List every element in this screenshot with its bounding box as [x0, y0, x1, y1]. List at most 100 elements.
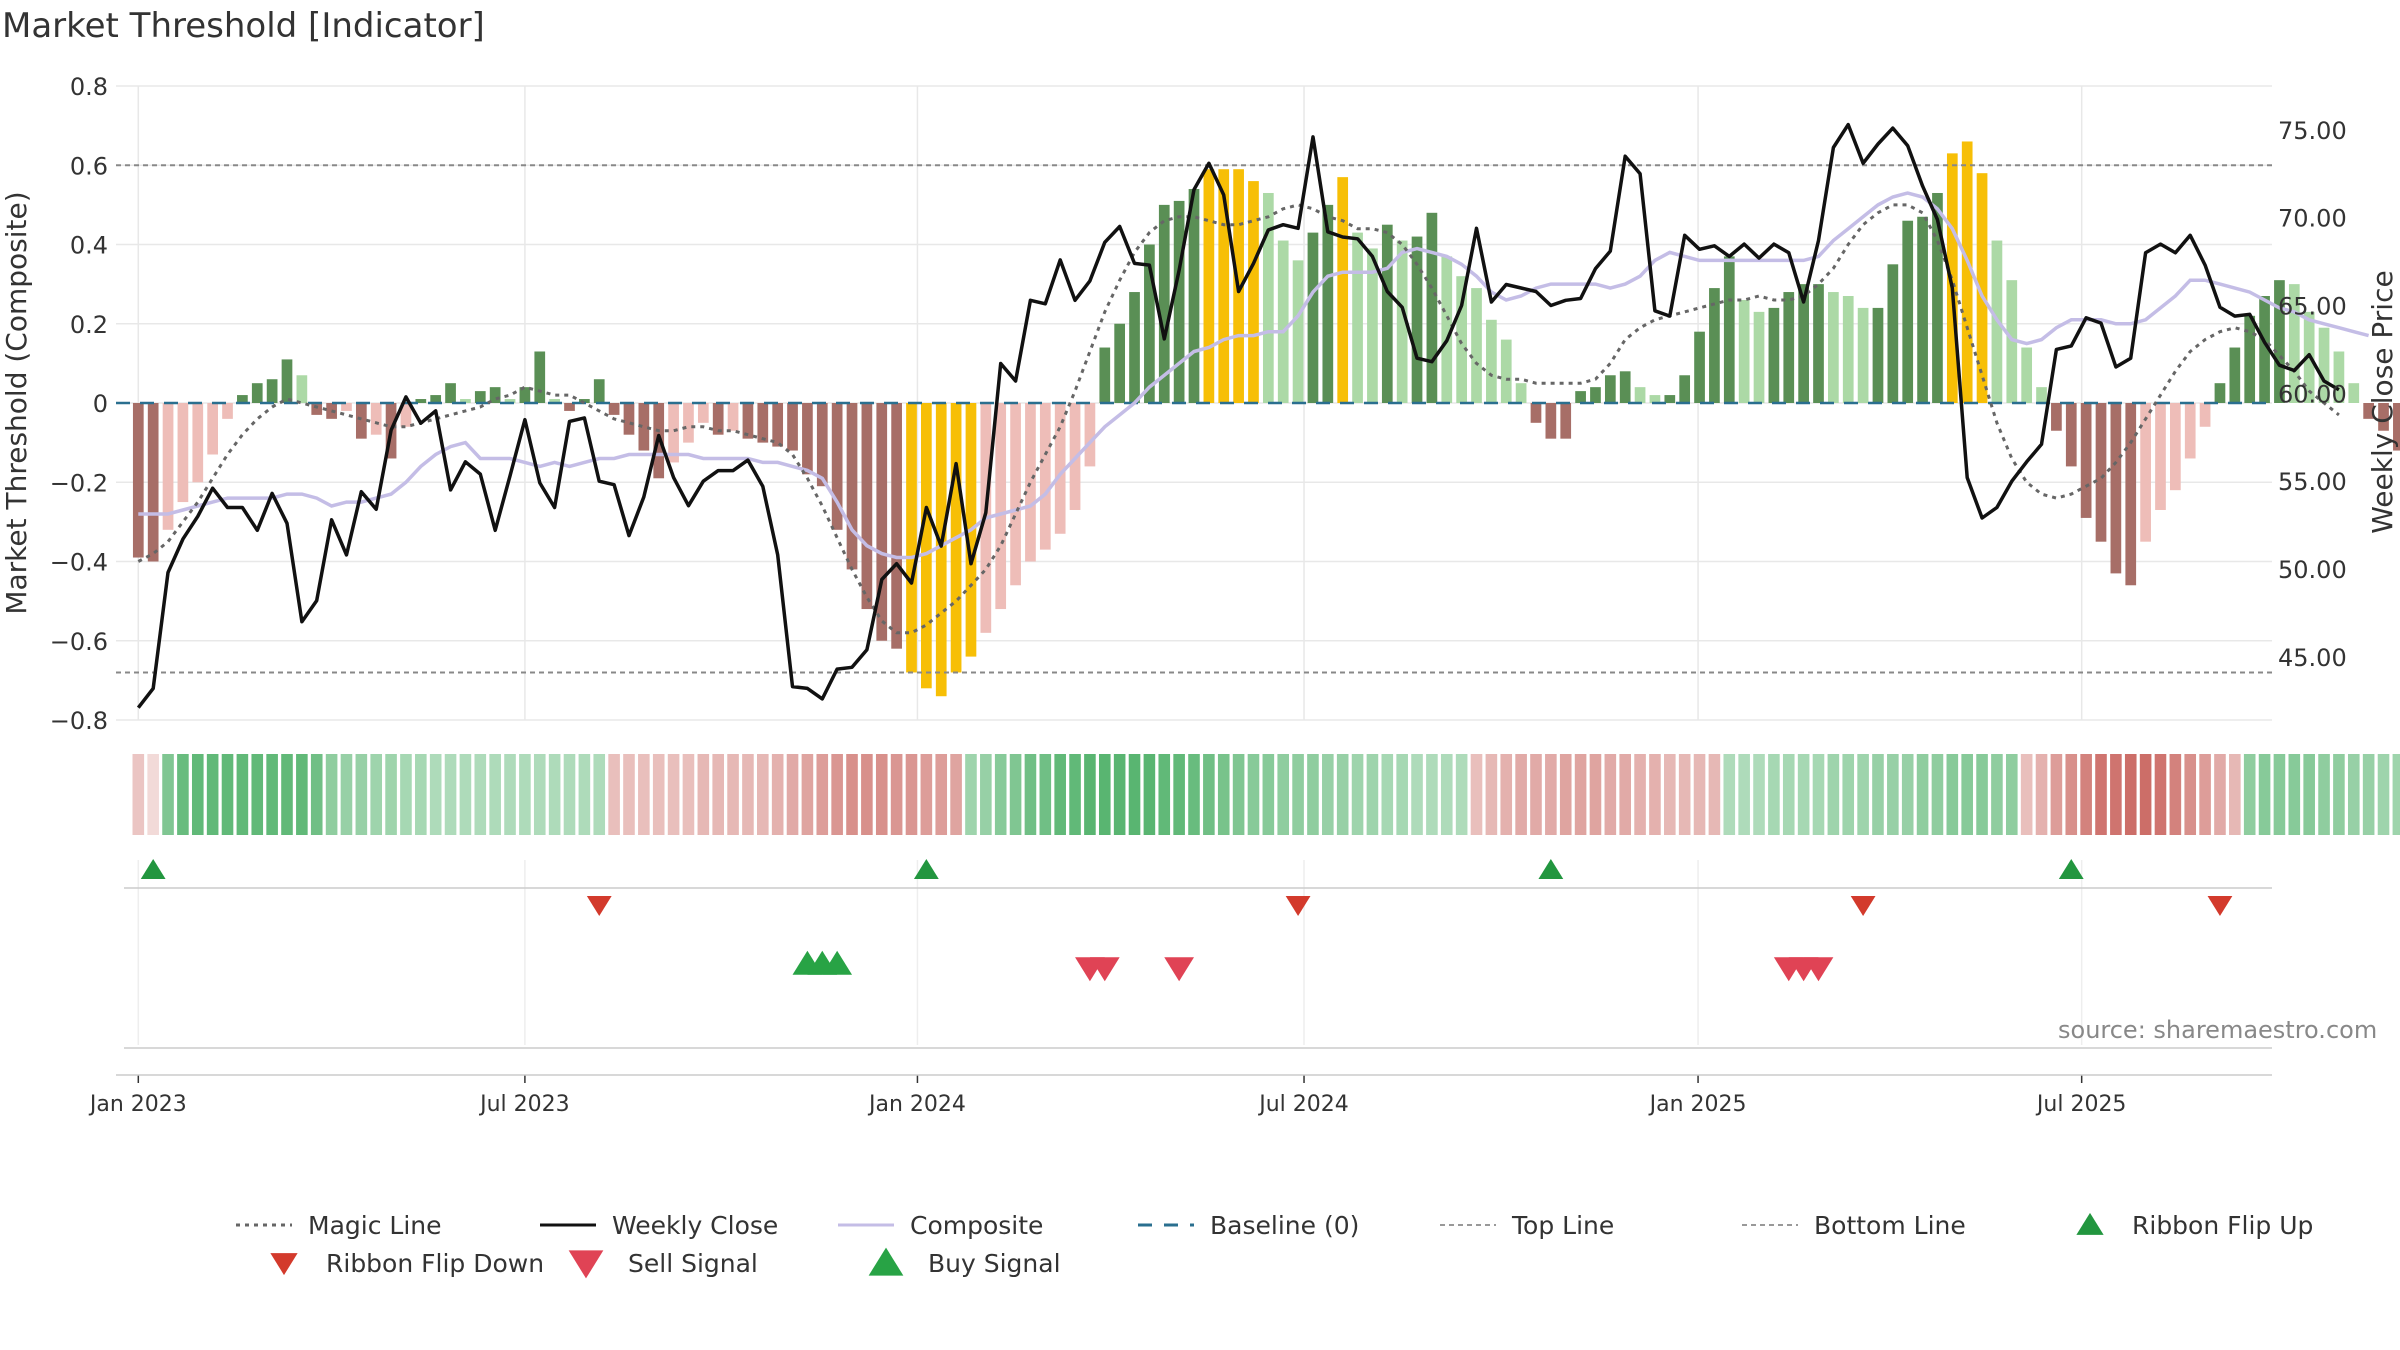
x-tick-label: Jul 2025 [2035, 1092, 2127, 1117]
ribbon-cell [2095, 754, 2107, 835]
ribbon-flip-up-marker [2058, 859, 2084, 879]
composite-bar [2274, 280, 2285, 403]
ribbon-cell [206, 754, 219, 835]
source-note: source: sharemaestro.com [2058, 1016, 2378, 1044]
composite-bar [742, 403, 754, 439]
composite-bar [132, 403, 144, 558]
ribbon-cell [1128, 754, 1141, 835]
composite-bar [1590, 387, 1601, 403]
ribbon-cell [147, 754, 159, 835]
x-tick-label: Jan 2023 [88, 1092, 187, 1117]
ribbon-cell [1723, 754, 1736, 835]
ribbon-cell [1440, 754, 1453, 835]
ribbon-cell [994, 754, 1007, 835]
ribbon-cell [162, 754, 174, 835]
composite-bar [831, 403, 843, 530]
ribbon-cell [1084, 754, 1096, 835]
left-tick-label: 0.8 [70, 73, 108, 101]
y-axis-title-right: Weekly Close Price [2366, 270, 2399, 533]
legend-item: Buy Signal [868, 1247, 1061, 1278]
ribbon-cell [1530, 754, 1542, 835]
left-tick-label: 0.2 [70, 311, 108, 339]
composite-bar [1887, 264, 1899, 403]
ribbon-cell [177, 754, 189, 835]
ribbon-cell [1872, 754, 1884, 835]
composite-bar [1545, 403, 1557, 439]
left-tick-label: −0.6 [50, 628, 108, 656]
ribbon-cell [1411, 754, 1423, 835]
ribbon-cell [1901, 754, 1914, 835]
composite-bar [727, 403, 739, 431]
composite-bar [1471, 288, 1482, 403]
composite-bar [2021, 347, 2033, 403]
x-tick-label: Jul 2024 [1257, 1092, 1349, 1117]
ribbon-cell [1069, 754, 1081, 835]
composite-bar [2125, 403, 2137, 586]
composite-bar [1188, 189, 1200, 403]
ribbon-cell [459, 754, 472, 835]
composite-bar [1738, 299, 1750, 403]
composite-bar [2051, 403, 2062, 431]
legend-item: Magic Line [236, 1211, 442, 1240]
left-tick-label: 0 [93, 390, 108, 418]
ribbon-cell [771, 754, 784, 835]
ribbon-cell [1173, 754, 1185, 835]
ribbon-flip-down-marker [586, 896, 612, 916]
ribbon-cell [1024, 754, 1037, 835]
composite-bar [2333, 351, 2345, 403]
ribbon-cell [221, 754, 234, 835]
composite-bar [549, 399, 560, 403]
composite-bar [2184, 403, 2196, 459]
composite-bar [1575, 391, 1586, 403]
composite-bar [341, 403, 352, 411]
ribbon-cell [325, 754, 338, 835]
composite-bar [2318, 327, 2330, 403]
ribbon-cell [980, 754, 992, 835]
ribbon-cell [1738, 754, 1750, 835]
ribbon-cell [1426, 754, 1438, 835]
composite-bar [296, 375, 308, 403]
legend-label: Ribbon Flip Up [2132, 1211, 2313, 1240]
ribbon-cell [1307, 754, 1319, 835]
ribbon-cell [623, 754, 635, 835]
composite-bar [2080, 403, 2092, 518]
legend-label: Top Line [1511, 1211, 1614, 1240]
composite-bar [712, 403, 724, 435]
ribbon-cell [593, 754, 606, 835]
legend-item: Ribbon Flip Up [2076, 1211, 2313, 1240]
sell-signal-marker [1803, 957, 1834, 982]
composite-bar [400, 403, 412, 427]
left-tick-label: −0.4 [50, 549, 108, 577]
ribbon-cell [608, 754, 620, 835]
ribbon-cell [1812, 754, 1825, 835]
ribbon-cell [920, 754, 933, 835]
right-tick-label: 55.00 [2278, 468, 2347, 496]
ribbon-cell [236, 754, 249, 835]
ribbon-cell [861, 754, 873, 835]
ribbon-cell [251, 754, 264, 835]
composite-bar [1456, 276, 1467, 403]
composite-bar [683, 403, 694, 443]
ribbon-cell [1634, 754, 1646, 835]
composite-bar [251, 383, 263, 403]
composite-bar [177, 403, 189, 503]
left-tick-label: 0.6 [70, 152, 108, 180]
composite-bar [1292, 260, 1304, 403]
sell-signal-marker [1164, 957, 1195, 982]
ribbon-cell [682, 754, 695, 835]
ribbon-cell [1039, 754, 1052, 835]
ribbon-cell [1559, 754, 1572, 835]
ribbon-cell [1232, 754, 1245, 835]
ribbon-cell [266, 754, 278, 835]
composite-bar [1976, 173, 1988, 403]
ribbon-cell [950, 754, 962, 835]
sell-signal-marker [1089, 957, 1120, 982]
composite-bar [1768, 307, 1780, 403]
ribbon-cell [935, 754, 948, 835]
ribbon-cell [786, 754, 799, 835]
right-tick-label: 60.00 [2278, 380, 2347, 408]
axes: 0.8 0.6 0.4 0.2 0 −0.2 −0.4 −0.6 −0.8 75.00 70.00 6… [0, 73, 2399, 1117]
composite-bar [1218, 169, 1230, 403]
legend-item: Bottom Line [1742, 1211, 1966, 1240]
ribbon-cell [2005, 754, 2018, 835]
